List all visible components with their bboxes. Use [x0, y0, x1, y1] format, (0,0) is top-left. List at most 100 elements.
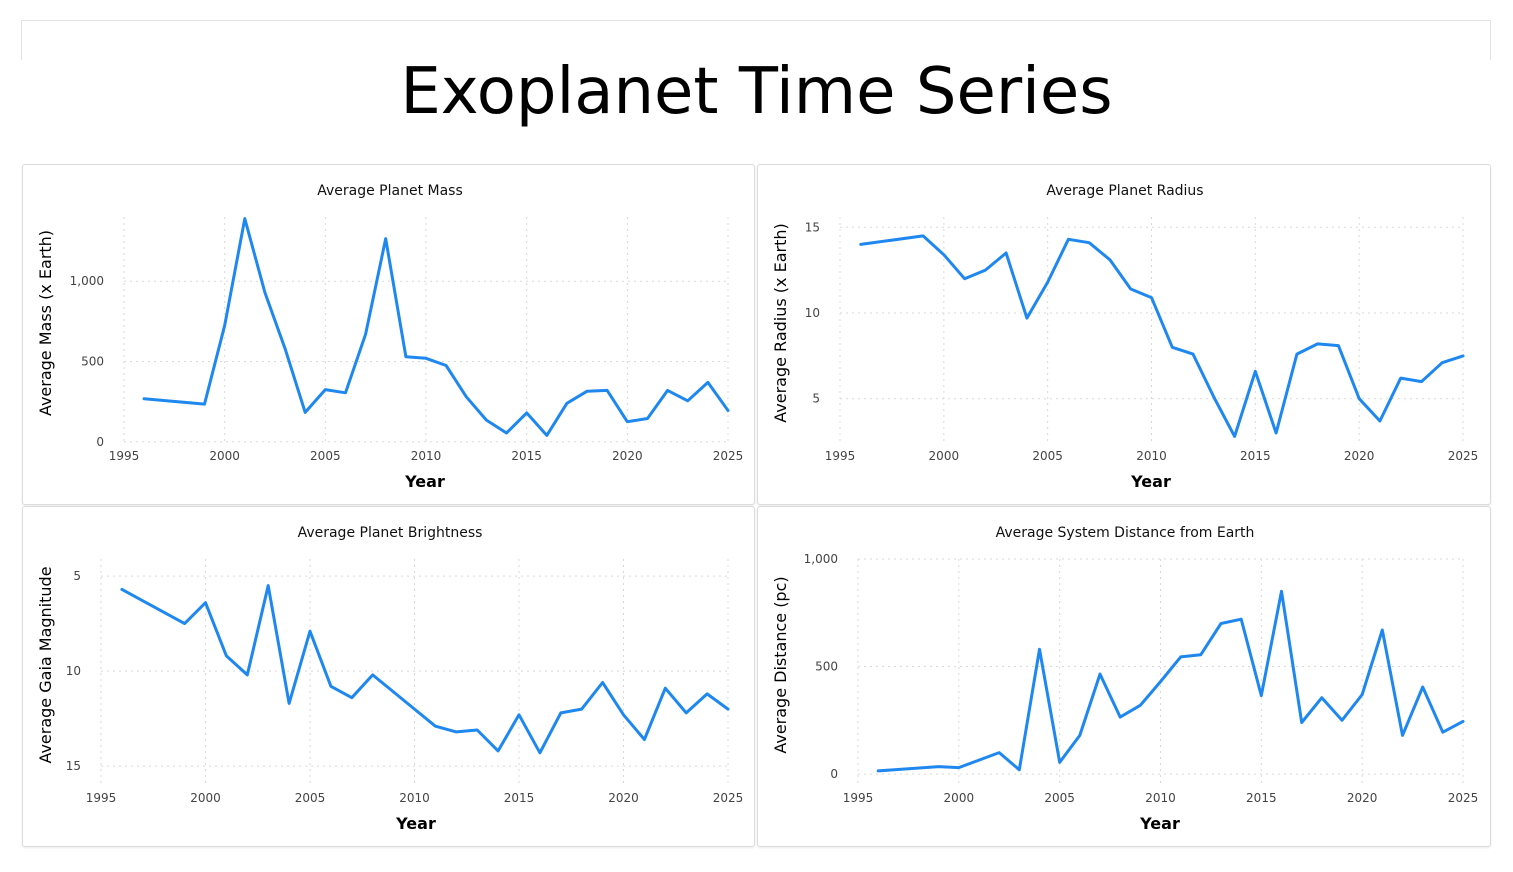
data-point	[302, 409, 308, 415]
data-point	[516, 712, 522, 718]
data-point	[1065, 236, 1071, 242]
x-tick-label: 2015	[504, 791, 535, 805]
average-planet-mass-series-line	[142, 217, 730, 437]
x-tick-label: 2010	[1136, 449, 1167, 463]
y-axis-label: Average Radius (x Earth)	[771, 223, 790, 422]
data-point	[665, 387, 671, 393]
data-point	[920, 233, 926, 239]
data-point	[558, 710, 564, 716]
data-point	[202, 401, 208, 407]
data-point	[544, 432, 550, 438]
data-point	[858, 241, 864, 247]
data-point	[1294, 351, 1300, 357]
data-point	[1420, 684, 1426, 690]
page-title: Exoplanet Time Series	[400, 55, 1113, 129]
data-point	[403, 354, 409, 360]
data-point	[483, 417, 489, 423]
data-point	[495, 748, 501, 754]
data-point	[1037, 646, 1043, 652]
data-point	[141, 396, 147, 402]
data-point	[537, 750, 543, 756]
data-point	[604, 387, 610, 393]
data-point	[1319, 695, 1325, 701]
data-point	[222, 322, 228, 328]
data-point	[423, 355, 429, 361]
x-tick-label: 2005	[295, 791, 326, 805]
data-point	[936, 764, 942, 770]
data-point	[1169, 344, 1175, 350]
data-point	[685, 398, 691, 404]
x-tick-label: 2020	[608, 791, 639, 805]
y-tick-label: 10	[805, 306, 820, 320]
data-point	[996, 750, 1002, 756]
brightness-chart: Average Planet Brightness 1995 2000 2005 201…	[36, 525, 743, 833]
data-point	[119, 586, 125, 592]
data-point	[962, 276, 968, 282]
x-axis-label: Year	[404, 472, 445, 491]
data-point	[1190, 351, 1196, 357]
x-tick-label: 2020	[1347, 791, 1378, 805]
y-tick-label: 1,000	[804, 552, 838, 566]
data-point	[1232, 433, 1238, 439]
data-point	[976, 757, 982, 763]
data-point	[1198, 652, 1204, 658]
data-point	[1440, 729, 1446, 735]
data-point	[1045, 279, 1051, 285]
data-point	[1117, 714, 1123, 720]
average-planet-brightness-series-line	[120, 584, 730, 755]
data-point	[1359, 692, 1365, 698]
data-point	[564, 400, 570, 406]
x-tick-label: 2025	[1448, 449, 1479, 463]
data-point	[1252, 368, 1258, 374]
data-point	[383, 236, 389, 242]
average-planet-radius-title: Average Planet Radius	[1046, 183, 1203, 199]
data-point	[453, 729, 459, 735]
data-point	[956, 765, 962, 771]
data-point	[524, 410, 530, 416]
y-tick-label: 10	[66, 664, 81, 678]
data-point	[1460, 353, 1466, 359]
data-point	[600, 680, 606, 686]
data-point	[1238, 616, 1244, 622]
y-tick-label: 500	[81, 355, 104, 369]
average-planet-mass-title: Average Planet Mass	[317, 183, 463, 199]
data-point	[1149, 295, 1155, 301]
x-tick-label: 2000	[190, 791, 221, 805]
data-point	[1128, 286, 1134, 292]
x-axis-label: Year	[395, 814, 436, 833]
data-point	[641, 737, 647, 743]
data-point	[286, 700, 292, 706]
x-tick-label: 1995	[109, 449, 140, 463]
data-point	[1398, 375, 1404, 381]
data-point	[1107, 257, 1113, 263]
data-point	[322, 387, 328, 393]
data-point	[1057, 759, 1063, 765]
data-point	[412, 706, 418, 712]
data-point	[1418, 379, 1424, 385]
y-axis-label: Average Gaia Magnitude	[36, 566, 55, 763]
x-tick-label: 1995	[86, 791, 117, 805]
y-tick-label: 1,000	[70, 274, 104, 288]
data-point	[725, 706, 731, 712]
data-point	[1218, 621, 1224, 627]
data-point	[443, 363, 449, 369]
x-tick-label: 2010	[399, 791, 430, 805]
chart-panel-mass: Average Planet Mass 1995 2000 2005 2010 2015 2…	[22, 164, 755, 505]
data-point	[1400, 732, 1406, 738]
x-tick-label: 2025	[1448, 791, 1479, 805]
data-point	[1439, 360, 1445, 366]
x-tick-label: 2005	[1032, 449, 1063, 463]
dashboard-frame	[21, 20, 1491, 60]
data-point	[704, 691, 710, 697]
data-point	[941, 252, 947, 258]
data-point	[705, 379, 711, 385]
data-point	[203, 600, 209, 606]
data-point	[182, 621, 188, 627]
data-point	[624, 419, 630, 425]
data-point	[463, 394, 469, 400]
x-axis-label: Year	[1139, 814, 1180, 833]
data-point	[432, 723, 438, 729]
x-tick-label: 2020	[1344, 449, 1375, 463]
data-point	[363, 331, 369, 337]
data-point	[1315, 341, 1321, 347]
